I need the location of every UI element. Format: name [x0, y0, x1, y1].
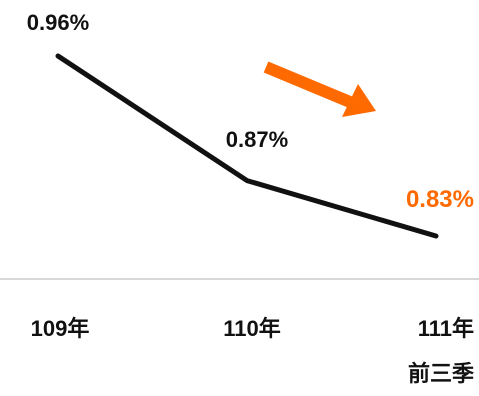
x-tick-sublabel-2: 前三季 — [408, 361, 474, 386]
trend-arrow-shaft — [263, 61, 353, 108]
trend-arrow-head — [342, 84, 376, 117]
x-tick-label-2: 111年 — [418, 316, 474, 341]
data-label-1: 0.87% — [226, 127, 288, 152]
series-line — [55, 53, 439, 239]
x-tick-label-1: 110年 — [223, 316, 281, 341]
data-label-0: 0.96% — [27, 10, 89, 35]
x-tick-label-0: 109年 — [31, 316, 90, 341]
trend-arrow-icon — [263, 61, 376, 117]
data-label-2: 0.83% — [406, 186, 474, 213]
